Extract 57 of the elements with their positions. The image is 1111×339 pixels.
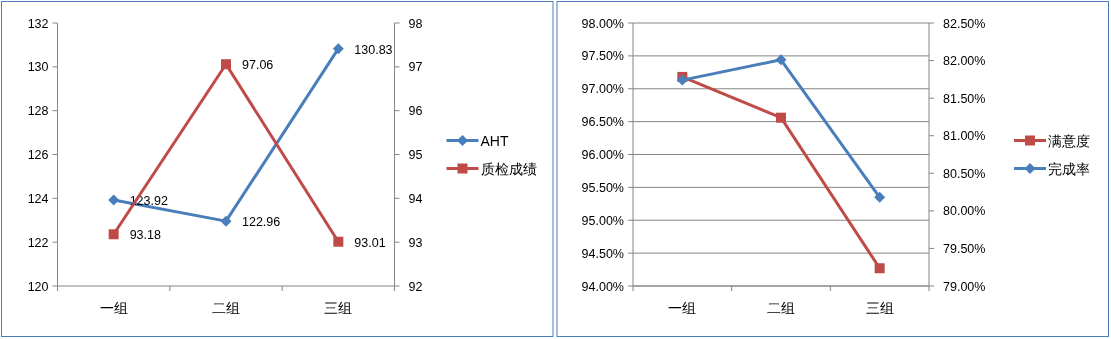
y-tick-label: 128	[27, 104, 49, 119]
y2-tick-label: 82.00%	[943, 54, 986, 69]
x-tick-label: 二组	[212, 300, 240, 316]
y-tick-label: 95.50%	[581, 180, 624, 195]
y-tick-label: 98.00%	[581, 16, 624, 31]
y2-tick-label: 81.00%	[943, 129, 986, 144]
y-tick-label: 97.00%	[581, 82, 624, 97]
point	[676, 74, 688, 86]
data-label: 93.01	[354, 235, 386, 250]
x-tick-label: 二组	[767, 300, 795, 316]
y-tick-label: 96.50%	[581, 115, 624, 130]
data-label: 97.06	[242, 58, 274, 73]
point	[333, 236, 344, 247]
y2-tick-label: 92	[408, 279, 423, 294]
y-tick-label: 94.00%	[581, 279, 624, 294]
y2-tick-label: 97	[408, 60, 423, 75]
y2-tick-label: 81.50%	[943, 91, 986, 106]
legend-label: 质检成绩	[480, 160, 537, 177]
y2-tick-label: 94	[408, 191, 423, 206]
point	[221, 59, 231, 70]
point	[108, 229, 119, 240]
y-tick-label: 96.00%	[581, 148, 624, 162]
point	[220, 215, 232, 227]
x-tick-label: 三组	[865, 300, 894, 316]
point	[776, 112, 786, 123]
point	[775, 54, 787, 66]
data-label: 122.96	[242, 215, 281, 230]
y-tick-label: 97.50%	[581, 49, 624, 64]
legend-label: 完成率	[1048, 160, 1090, 177]
y-tick-label: 124	[27, 191, 49, 206]
data-label: 130.83	[354, 42, 393, 57]
y-tick-label: 120	[27, 279, 49, 294]
y-tick-label: 122	[27, 235, 49, 250]
y-tick-label: 126	[27, 148, 49, 162]
y2-tick-label: 80.00%	[943, 204, 986, 219]
y-tick-label: 95.00%	[581, 213, 624, 228]
y2-tick-label: 82.50%	[943, 16, 986, 31]
x-tick-label: 三组	[324, 300, 353, 316]
y2-tick-label: 93	[408, 235, 423, 250]
legend-label: 满意度	[1048, 132, 1090, 149]
y2-tick-label: 80.50%	[943, 166, 986, 181]
y-tick-label: 130	[27, 60, 49, 75]
y-tick-label: 132	[27, 16, 49, 31]
y-tick-label: 94.50%	[581, 246, 624, 261]
x-tick-label: 一组	[99, 300, 128, 316]
y2-tick-label: 95	[408, 148, 423, 162]
x-tick-label: 一组	[668, 300, 697, 316]
y2-tick-label: 79.50%	[943, 241, 986, 256]
point	[874, 263, 885, 274]
legend-label: AHT	[480, 132, 509, 149]
point	[108, 194, 120, 206]
y2-tick-label: 79.00%	[943, 279, 986, 294]
y2-tick-label: 98	[408, 16, 423, 31]
point	[874, 191, 886, 203]
y2-tick-label: 96	[408, 104, 423, 119]
data-label: 93.18	[129, 228, 161, 243]
point	[332, 43, 344, 55]
